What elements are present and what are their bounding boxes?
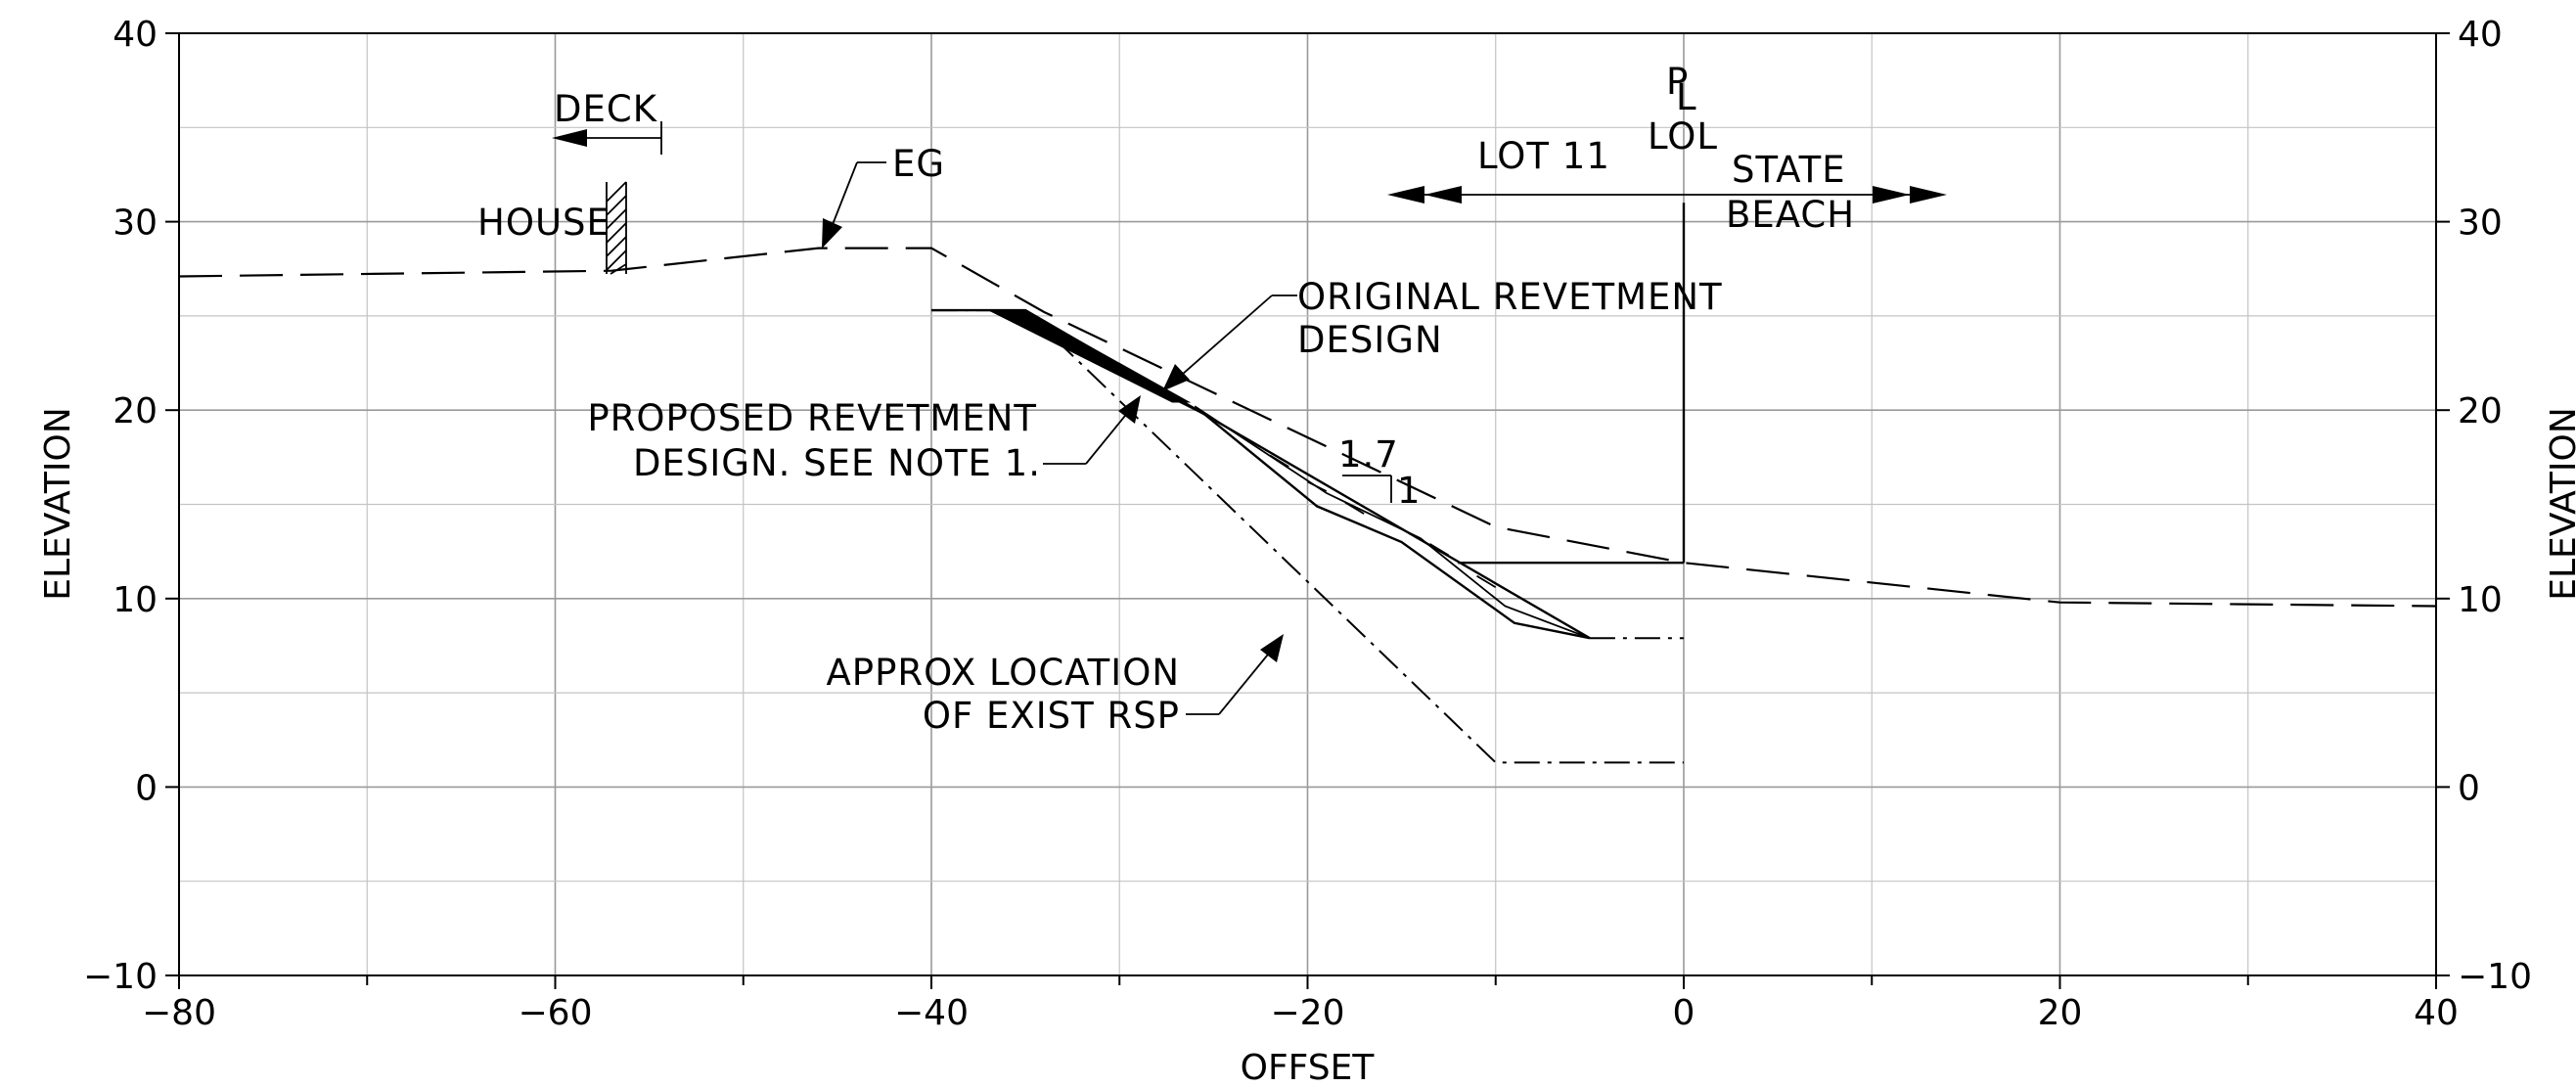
y-axis-title-right: ELEVATION xyxy=(2544,407,2576,601)
x-tick-label: −60 xyxy=(519,993,593,1033)
slope-run-label: 1.7 xyxy=(1338,433,1399,476)
x-tick-label: 0 xyxy=(1673,993,1695,1033)
y-tick-label-right: 0 xyxy=(2458,768,2480,808)
proposed-revetment-inner-face xyxy=(1194,405,1591,640)
revetment-hatch xyxy=(1381,519,1403,530)
y-axis-title-left: ELEVATION xyxy=(38,407,78,601)
house-label: HOUSE xyxy=(477,202,610,244)
y-tick-label-left: 10 xyxy=(113,580,158,620)
proposed-revetment-label-line2: DESIGN. SEE NOTE 1. xyxy=(633,442,1041,484)
original-revetment-label-line2: DESIGN xyxy=(1297,319,1443,361)
property-line-symbol-l: L xyxy=(1676,76,1697,118)
y-tick-label-right: 10 xyxy=(2458,580,2503,620)
proposed-revetment-leader xyxy=(1043,395,1141,465)
state-label: STATE xyxy=(1732,149,1846,191)
y-tick-label-left: 40 xyxy=(113,15,158,55)
revetment-hatch xyxy=(1269,454,1289,468)
proposed-revetment-label-line1: PROPOSED REVETMENT xyxy=(587,397,1037,439)
property-line-symbol-p: P xyxy=(1666,61,1689,103)
property-extent-arrow xyxy=(1387,186,1947,204)
revetment-hatch xyxy=(1307,480,1328,492)
y-tick-label-right: 40 xyxy=(2458,15,2503,55)
y-tick-label-left: 0 xyxy=(135,768,158,808)
slope-rise-label: 1 xyxy=(1397,470,1422,512)
exist-rsp-label-line1: APPROX LOCATION xyxy=(826,652,1180,694)
x-tick-label: 40 xyxy=(2414,993,2459,1033)
x-tick-label: −80 xyxy=(142,993,216,1033)
y-tick-label-left: −10 xyxy=(83,957,158,997)
x-tick-label: 20 xyxy=(2038,993,2083,1033)
exist-rsp-leader xyxy=(1186,634,1284,715)
deck-label: DECK xyxy=(554,88,658,130)
y-tick-label-right: 20 xyxy=(2458,391,2503,431)
eg-leader xyxy=(822,161,886,249)
eg-label: EG xyxy=(892,143,945,185)
x-tick-label: −40 xyxy=(894,993,969,1033)
revetment-hatch xyxy=(1344,501,1365,515)
revetment-hatch xyxy=(1428,543,1450,557)
grid xyxy=(178,32,2437,976)
exist-rsp-label-line2: OF EXIST RSP xyxy=(923,695,1180,737)
y-tick-label-right: 30 xyxy=(2458,204,2503,244)
y-tick-label-left: 20 xyxy=(113,391,158,431)
original-revetment-leader xyxy=(1162,294,1297,391)
x-tick-label: −20 xyxy=(1271,993,1345,1033)
original-revetment-label-line1: ORIGINAL REVETMENT xyxy=(1297,276,1723,318)
beach-label: BEACH xyxy=(1726,194,1855,236)
series-layer xyxy=(178,203,2437,764)
y-tick-label-right: −10 xyxy=(2458,957,2532,997)
deck-extent-arrow xyxy=(552,121,662,155)
property-line-label: LOL xyxy=(1648,115,1718,158)
slope-symbol xyxy=(1342,475,1392,503)
house-wall-hatch xyxy=(606,181,627,275)
x-axis-title: OFFSET xyxy=(1241,1048,1376,1087)
series-line-0 xyxy=(178,247,2437,608)
y-tick-label-left: 30 xyxy=(113,204,158,244)
lot-label: LOT 11 xyxy=(1477,135,1610,177)
proposed-revetment-crest-fill xyxy=(987,310,1192,403)
revetment-hatch xyxy=(1476,574,1497,589)
